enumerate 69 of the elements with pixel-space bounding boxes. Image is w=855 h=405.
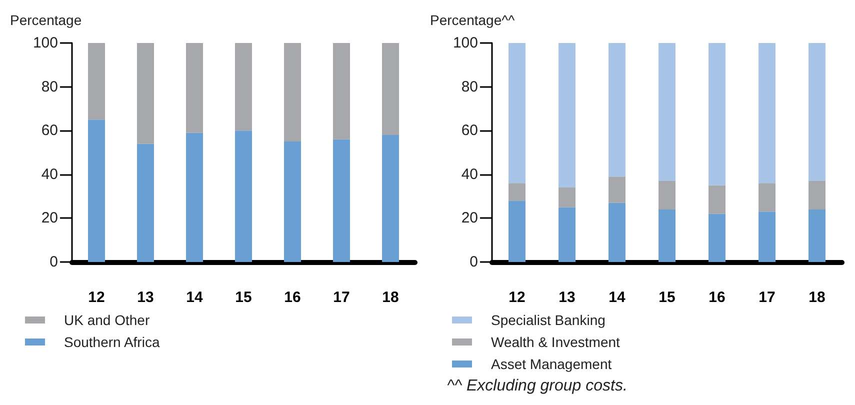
x-tick-label: 16 [708, 289, 726, 306]
x-tick-label: 17 [758, 289, 776, 306]
bar [758, 183, 776, 212]
bar [658, 180, 676, 210]
bar [808, 209, 826, 262]
bar [186, 132, 203, 262]
y-tick-label: 20 [41, 210, 58, 227]
bar [708, 185, 726, 214]
y-tick-label: 0 [50, 254, 58, 270]
x-tick-label: 14 [186, 289, 204, 306]
bar [382, 43, 399, 135]
y-tick-label: 20 [461, 210, 478, 227]
bar [608, 176, 626, 203]
bar [608, 202, 626, 262]
bar [137, 144, 154, 262]
bar [508, 200, 526, 262]
x-tick-label: 12 [508, 289, 526, 306]
bar [508, 183, 526, 201]
y-tick-label: 60 [461, 122, 478, 140]
bar [758, 212, 776, 262]
legend-label: UK and Other [64, 312, 150, 328]
y-tick-label: 100 [452, 34, 478, 52]
y-tick-label: 80 [461, 78, 478, 96]
y-axis-title: Percentage^^ [430, 12, 516, 28]
bar [508, 43, 526, 184]
bar [608, 43, 626, 177]
x-tick-label: 13 [137, 289, 154, 306]
bar [88, 120, 105, 262]
bar [88, 43, 105, 120]
bar [235, 43, 252, 131]
bar [708, 214, 726, 262]
y-tick-label: 0 [470, 254, 478, 270]
x-tick-label: 17 [333, 289, 350, 306]
bar [186, 43, 203, 133]
bar [808, 43, 826, 181]
x-tick-label: 14 [608, 289, 626, 306]
y-tick-label: 100 [32, 34, 58, 52]
legend-label: Southern Africa [64, 334, 160, 350]
x-tick-label: 12 [88, 289, 105, 306]
y-tick-label: 40 [461, 166, 478, 183]
x-tick-label: 16 [284, 289, 301, 306]
bar [382, 134, 399, 262]
y-tick-label: 40 [41, 166, 58, 183]
bar [758, 43, 776, 184]
bar [658, 209, 676, 262]
bar [137, 43, 154, 144]
bar [558, 43, 576, 188]
bar [333, 139, 350, 262]
y-tick-label: 60 [41, 122, 58, 140]
bar [808, 180, 826, 210]
x-tick-label: 13 [558, 289, 576, 306]
bar [558, 207, 576, 262]
bar [284, 43, 301, 142]
bar [284, 142, 301, 262]
bar [658, 43, 676, 181]
text: ^^ Excluding group costs. [447, 378, 628, 394]
legend-label: Wealth & Investment [491, 334, 620, 350]
legend-label: Specialist Banking [491, 312, 606, 328]
x-tick-label: 15 [235, 289, 252, 306]
bar [558, 188, 576, 208]
bar [333, 43, 350, 140]
x-tick-label: 15 [658, 289, 676, 306]
x-tick-label: 18 [382, 289, 399, 306]
x-tick-label: 18 [808, 289, 826, 306]
y-tick-label: 80 [41, 78, 58, 96]
y-axis-title: Percentage [10, 12, 82, 28]
legend-label: Asset Management [491, 356, 612, 372]
bar [235, 130, 252, 262]
bar [708, 43, 726, 186]
